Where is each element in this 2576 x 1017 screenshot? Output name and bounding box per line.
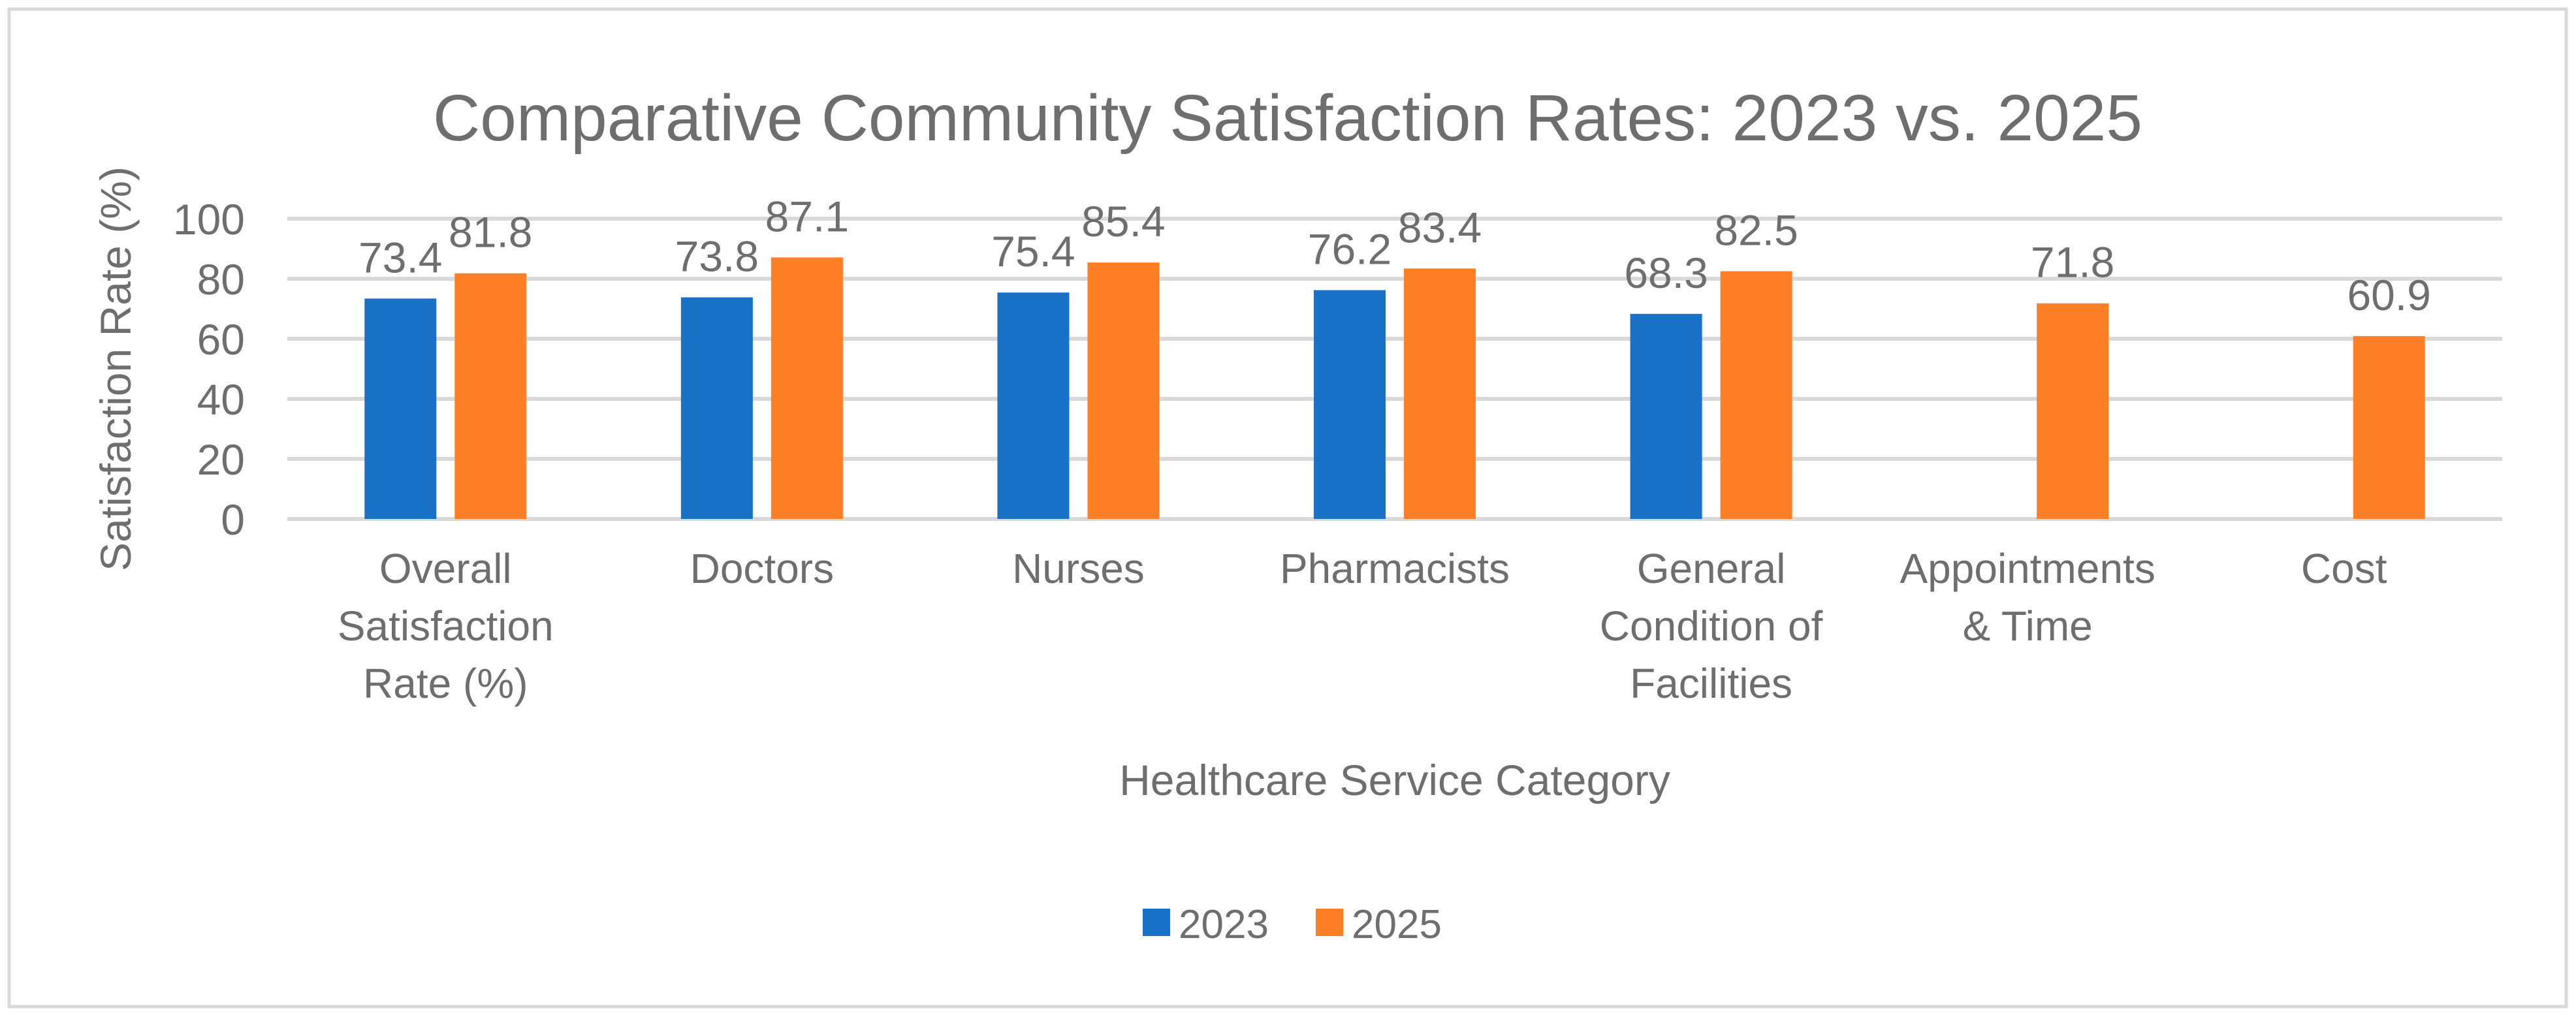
- bar-2025: [771, 257, 843, 519]
- x-tick-label: Cost: [2301, 545, 2387, 592]
- x-tick-label: Doctors: [690, 545, 835, 592]
- bar-2025: [1720, 271, 1792, 519]
- bar-2023: [680, 297, 753, 519]
- legend-swatch-2025: [1316, 909, 1343, 936]
- x-tick-label: General Condition of Facilities: [1600, 545, 1823, 707]
- y-tick-label: 20: [197, 435, 245, 484]
- bar-2025: [1087, 262, 1160, 519]
- data-label: 60.9: [2347, 271, 2430, 319]
- x-tick-label-line: Doctors: [690, 545, 835, 592]
- bar-2023: [1314, 290, 1386, 519]
- y-tick-label: 0: [221, 495, 245, 544]
- data-label: 82.5: [1714, 206, 1798, 255]
- bar-2025: [454, 273, 527, 519]
- legend-swatch-2023: [1143, 909, 1170, 936]
- x-tick-label-line: Nurses: [1012, 545, 1145, 592]
- bar-2023: [997, 292, 1070, 519]
- data-label: 75.4: [991, 227, 1075, 275]
- data-label: 71.8: [2031, 238, 2114, 287]
- data-label: 87.1: [765, 192, 849, 240]
- x-tick-label-line: & Time: [1963, 602, 2093, 649]
- data-label: 73.8: [675, 232, 759, 281]
- data-label: 73.4: [358, 233, 442, 281]
- x-tick-label-line: Appointments: [1900, 545, 2155, 592]
- x-tick-label: Appointments & Time: [1900, 545, 2155, 649]
- x-tick-label-line: Condition of: [1600, 602, 1823, 649]
- data-label: 83.4: [1398, 203, 1482, 251]
- x-tick-label-line: Overall: [379, 545, 512, 592]
- x-tick-label: Overall Satisfaction Rate (%): [338, 545, 554, 707]
- bar-2023: [364, 298, 437, 519]
- x-axis-title: Healthcare Service Category: [1119, 756, 1670, 804]
- data-label: 68.3: [1624, 249, 1708, 297]
- y-tick-label: 40: [197, 375, 245, 424]
- chart-title: Comparative Community Satisfaction Rates…: [433, 82, 2142, 155]
- legend: 2023 2025: [1143, 902, 1442, 947]
- x-tick-label-line: Cost: [2301, 545, 2387, 592]
- x-tick-label-line: Satisfaction: [338, 602, 554, 649]
- y-tick-label: 80: [197, 255, 245, 304]
- bar-2025: [1404, 268, 1476, 519]
- y-tick-label: 60: [197, 315, 245, 364]
- data-label: 76.2: [1308, 225, 1391, 273]
- bar-2025: [2353, 336, 2425, 519]
- x-tick-label-line: General: [1637, 545, 1786, 592]
- data-label: 81.8: [449, 208, 532, 257]
- x-tick-label-line: Pharmacists: [1280, 545, 1510, 592]
- x-tick-label-line: Facilities: [1630, 660, 1792, 707]
- bar-2025: [2037, 303, 2109, 519]
- data-label: 85.4: [1081, 197, 1165, 245]
- y-axis-title: Satisfaction Rate (%): [91, 166, 140, 571]
- x-tick-label: Nurses: [1012, 545, 1145, 592]
- y-tick-label: 100: [173, 195, 245, 243]
- legend-label: 2025: [1352, 902, 1442, 947]
- x-tick-label-line: Rate (%): [363, 660, 528, 707]
- legend-label: 2023: [1179, 902, 1269, 947]
- bar-2023: [1630, 313, 1702, 519]
- x-tick-label: Pharmacists: [1280, 545, 1510, 592]
